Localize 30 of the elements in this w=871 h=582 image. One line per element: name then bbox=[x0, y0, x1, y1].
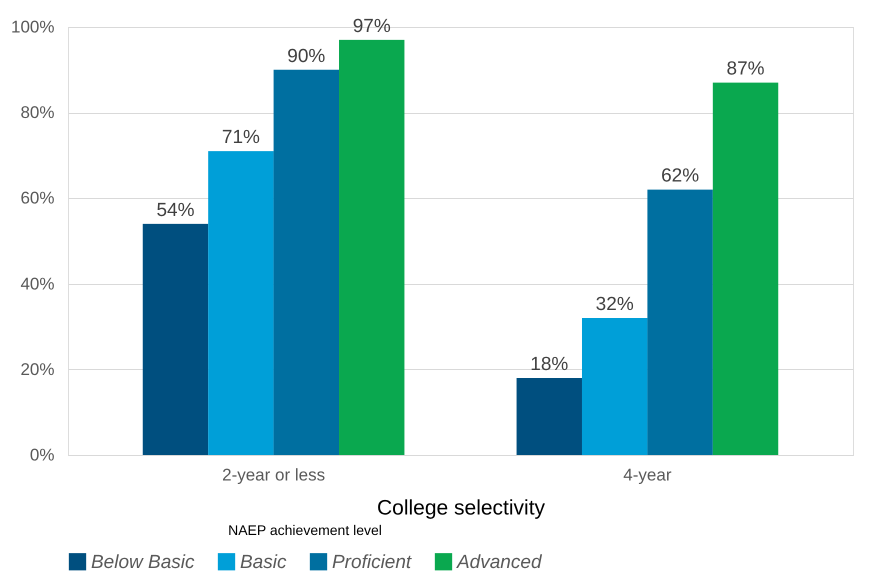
legend-label: Proficient bbox=[332, 552, 412, 573]
bar bbox=[516, 378, 582, 455]
bar bbox=[274, 70, 340, 455]
bar bbox=[208, 151, 274, 455]
x-axis-title: College selectivity bbox=[376, 496, 546, 520]
data-label: 90% bbox=[287, 46, 326, 67]
data-label: 18% bbox=[530, 354, 568, 375]
bar bbox=[647, 190, 713, 455]
x-tick-label: 2-year or less bbox=[222, 466, 326, 484]
data-label: 62% bbox=[661, 166, 700, 187]
y-tick-label: 80% bbox=[20, 103, 54, 122]
data-label: 87% bbox=[726, 58, 765, 80]
legend-label: Basic bbox=[240, 552, 287, 573]
x-tick-label: 4-year bbox=[623, 466, 672, 484]
y-tick-label: 60% bbox=[20, 188, 54, 208]
y-tick-label: 40% bbox=[20, 274, 54, 294]
legend-label: Advanced bbox=[456, 552, 543, 573]
data-label: 54% bbox=[156, 200, 195, 221]
legend-title: NAEP achievement level bbox=[228, 522, 382, 538]
y-tick-label: 20% bbox=[20, 360, 54, 379]
bar bbox=[582, 318, 648, 455]
y-tick-label: 0% bbox=[30, 446, 54, 464]
data-label: 32% bbox=[596, 294, 634, 316]
legend-label: Below Basic bbox=[91, 552, 195, 573]
bar bbox=[712, 82, 778, 455]
bar bbox=[339, 40, 404, 455]
y-tick-label: 100% bbox=[11, 18, 54, 36]
data-label: 97% bbox=[352, 16, 391, 37]
bar bbox=[142, 224, 208, 455]
data-label: 71% bbox=[222, 127, 260, 148]
